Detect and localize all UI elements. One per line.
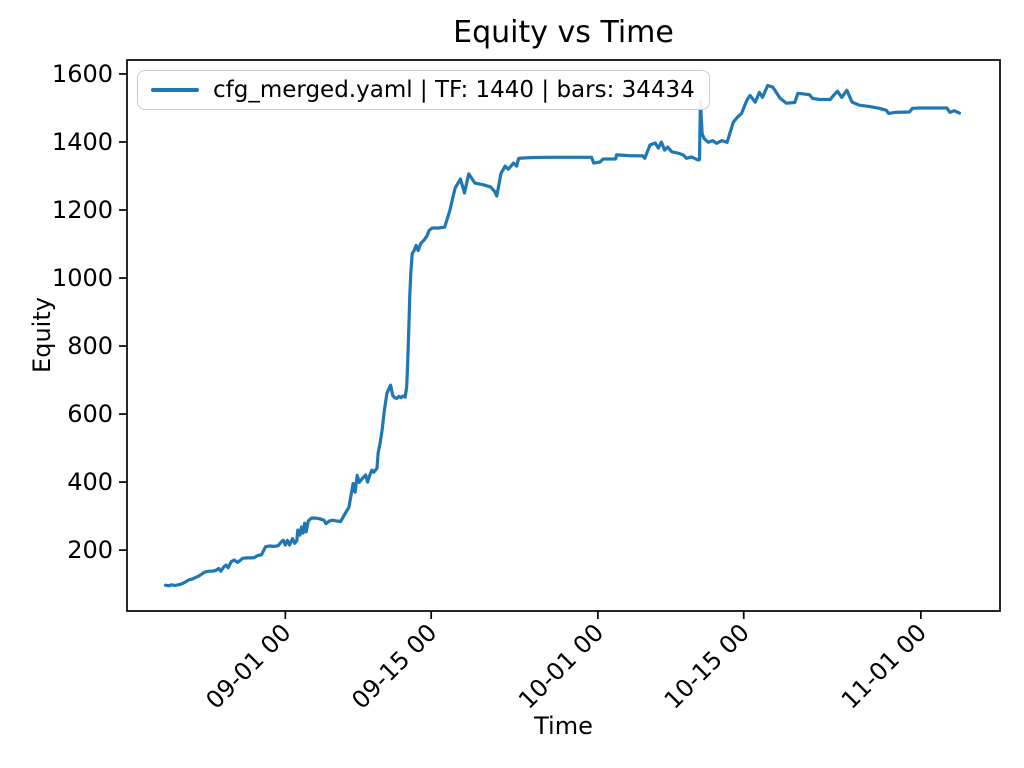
y-tick-label: 1400 [52,128,113,156]
equity-series-line [163,83,962,588]
y-tick-label: 1200 [52,196,113,224]
x-tick-label: 10-01 00 [513,618,609,714]
legend: cfg_merged.yaml | TF: 1440 | bars: 34434 [137,70,710,110]
y-tick-label: 1600 [52,60,113,88]
x-tick-label: 09-15 00 [346,618,442,714]
y-tick-label: 1000 [52,264,113,292]
x-axis-label: Time [534,712,593,740]
x-tick-label: 10-15 00 [659,618,755,714]
y-tick-label: 200 [67,536,113,564]
y-tick-label: 600 [67,400,113,428]
x-tick-label: 11-01 00 [836,618,932,714]
legend-line-sample-icon [151,88,199,92]
y-tick-label: 800 [67,332,113,360]
y-tick-label: 400 [67,468,113,496]
x-tick-label: 09-01 00 [200,618,296,714]
y-axis-label: Equity [28,297,56,373]
chart-title: Equity vs Time [453,15,674,50]
legend-label: cfg_merged.yaml | TF: 1440 | bars: 34434 [213,77,695,103]
